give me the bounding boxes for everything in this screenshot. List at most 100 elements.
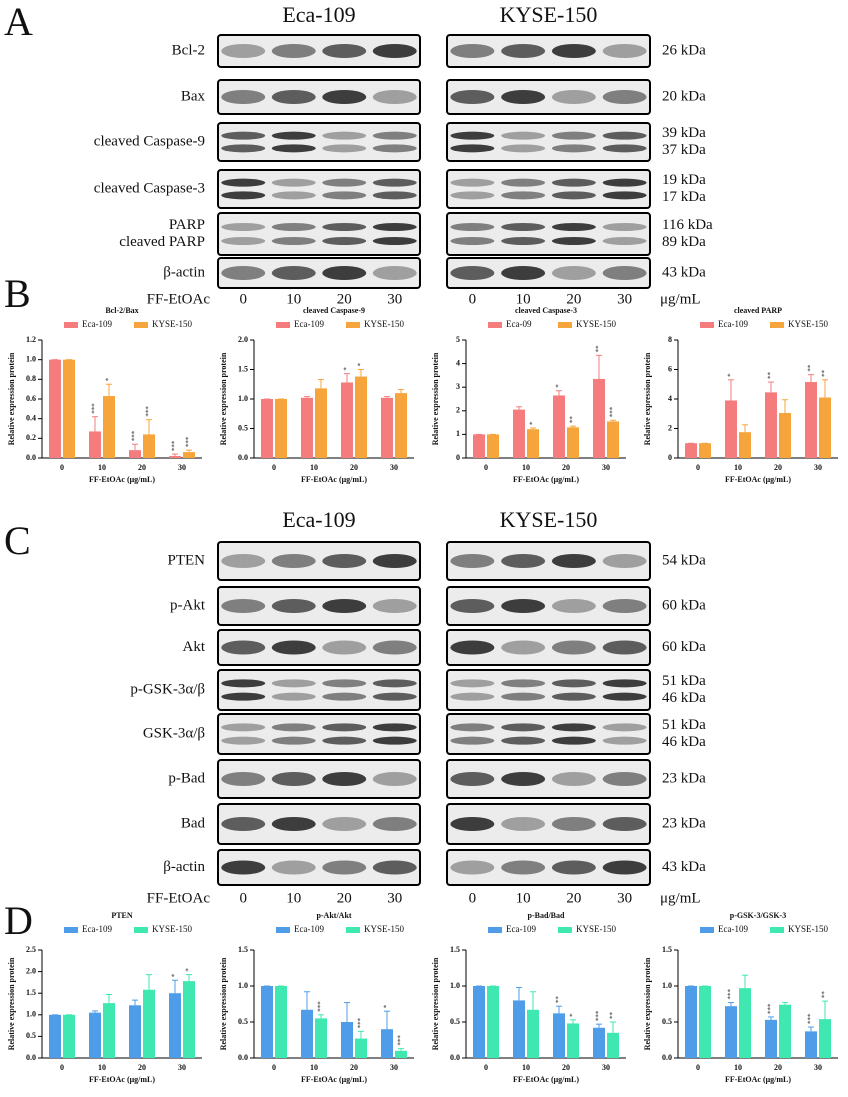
y-axis-label: Relative expression protein <box>7 957 16 1050</box>
bar <box>699 986 711 1058</box>
x-axis-label: FF-EtOAc (μg/mL) <box>725 1075 791 1084</box>
band <box>551 90 596 104</box>
bar <box>49 1014 61 1058</box>
band <box>450 554 495 568</box>
x-tick-label: 0 <box>484 463 488 472</box>
blot-box <box>217 257 421 289</box>
x-axis-label: FF-EtOAc (μg/mL) <box>513 1075 579 1084</box>
x-tick-label: 0 <box>60 1063 64 1072</box>
dose-label: 0 <box>240 890 248 906</box>
band <box>372 554 417 568</box>
band <box>221 266 266 280</box>
bar <box>183 452 195 458</box>
y-tick-label: 1.2 <box>26 335 36 344</box>
y-axis-label: Relative expression protein <box>219 957 228 1050</box>
band <box>551 679 596 688</box>
band <box>372 44 417 58</box>
y-tick-label: 0.0 <box>450 1053 460 1062</box>
bar <box>143 434 155 458</box>
band <box>501 223 546 231</box>
significance: * <box>383 1004 391 1008</box>
x-tick-label: 20 <box>562 1063 570 1072</box>
band <box>271 860 316 875</box>
significance: ** <box>609 1012 617 1020</box>
bar <box>765 392 777 458</box>
bar <box>103 1003 115 1058</box>
legend-swatch <box>134 322 148 328</box>
band <box>551 860 596 875</box>
significance: *** <box>145 406 153 417</box>
legend-swatch <box>276 927 290 933</box>
x-tick-label: 10 <box>734 1063 742 1072</box>
chart-title: PTEN <box>111 911 133 920</box>
bar <box>473 986 485 1058</box>
significance: * <box>171 973 179 977</box>
cell-line-title: KYSE-150 <box>500 507 598 532</box>
band <box>501 599 546 613</box>
band <box>322 679 367 688</box>
band <box>501 817 546 831</box>
kda-label: 23 kDa <box>662 770 706 786</box>
cell-line-title: KYSE-150 <box>500 2 598 27</box>
band <box>450 191 495 200</box>
band <box>450 223 495 231</box>
protein-label: PARP <box>169 217 205 233</box>
legend-label: Eca-109 <box>82 319 112 329</box>
y-axis-label: Relative expression protein <box>643 957 652 1050</box>
band <box>372 772 417 786</box>
x-axis-label: FF-EtOAc (μg/mL) <box>301 475 367 484</box>
band <box>602 178 647 187</box>
band <box>372 692 417 701</box>
band <box>551 191 596 200</box>
y-tick-label: 0.0 <box>662 1053 672 1062</box>
x-axis-label: FF-EtOAc (μg/mL) <box>89 1075 155 1084</box>
y-tick-label: 1.5 <box>238 945 248 954</box>
band <box>450 640 495 655</box>
band <box>271 144 316 153</box>
band <box>372 736 417 745</box>
band <box>602 131 647 140</box>
bar <box>261 986 273 1058</box>
kda-label: 20 kDa <box>662 88 706 104</box>
blot-box <box>446 586 651 626</box>
bar <box>779 1004 791 1058</box>
band <box>602 191 647 200</box>
y-axis-label: Relative expression protein <box>431 957 440 1050</box>
band <box>271 90 316 104</box>
y-tick-label: 2.0 <box>26 966 36 975</box>
band <box>551 599 596 613</box>
band <box>450 736 495 745</box>
y-tick-label: 0.0 <box>238 1053 248 1062</box>
legend-swatch <box>488 927 502 933</box>
dose-label: 30 <box>387 291 402 307</box>
dose-label: 10 <box>286 890 301 906</box>
legend-label: KYSE-150 <box>576 924 616 934</box>
dose-label: 30 <box>387 890 402 906</box>
x-tick-label: 20 <box>138 1063 146 1072</box>
y-tick-label: 1.5 <box>238 364 248 373</box>
band <box>501 860 546 875</box>
band <box>551 817 596 831</box>
bar <box>567 1023 579 1058</box>
band <box>602 692 647 701</box>
y-tick-label: 2 <box>456 406 460 415</box>
blot-box <box>217 803 421 845</box>
y-tick-label: 1.0 <box>238 981 248 990</box>
bar <box>513 1000 525 1058</box>
band <box>602 237 647 245</box>
y-tick-label: 1.5 <box>26 988 36 997</box>
band <box>551 144 596 153</box>
dose-label: 0 <box>240 291 248 307</box>
band <box>602 599 647 613</box>
significance: *** <box>357 1017 365 1028</box>
y-tick-label: 1.0 <box>26 354 36 363</box>
significance: *** <box>131 430 139 441</box>
band <box>221 554 266 568</box>
bar <box>395 1050 407 1058</box>
bar <box>607 421 619 458</box>
band <box>322 772 367 786</box>
band <box>221 692 266 701</box>
band <box>501 266 546 280</box>
band <box>372 860 417 875</box>
x-tick-label: 10 <box>310 1063 318 1072</box>
